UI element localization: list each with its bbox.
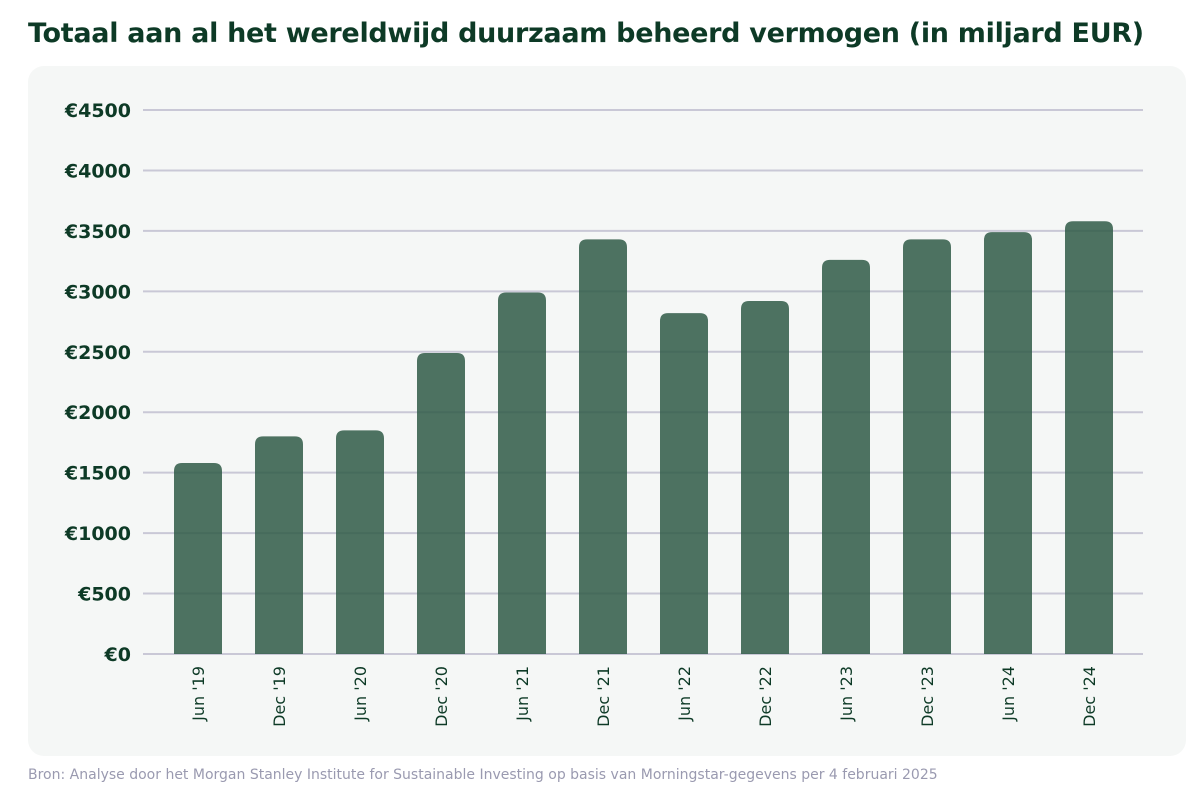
y-tick-label: €2000 — [64, 402, 131, 424]
y-tick-label: €1000 — [64, 523, 131, 545]
x-tick-label: Jun '19 — [189, 666, 208, 722]
y-tick-label: €3000 — [64, 281, 131, 303]
bar — [174, 462, 222, 654]
x-tick-label: Dec '20 — [432, 666, 451, 727]
bar — [903, 239, 951, 654]
y-tick-label: €4000 — [64, 160, 131, 182]
y-tick-label: €0 — [104, 644, 131, 666]
bar — [660, 313, 708, 654]
x-tick-label: Jun '21 — [513, 666, 532, 722]
bar — [741, 301, 789, 654]
x-tick-label: Jun '24 — [999, 666, 1018, 722]
x-tick-label: Jun '22 — [675, 666, 694, 722]
x-tick-label: Dec '22 — [756, 666, 775, 727]
chart-title: Totaal aan al het wereldwijd duurzaam be… — [28, 18, 1144, 49]
y-tick-label: €2500 — [64, 342, 131, 364]
x-tick-label: Jun '20 — [351, 666, 370, 722]
bar — [579, 239, 627, 654]
y-tick-label: €500 — [77, 584, 131, 606]
x-tick-label: Jun '23 — [837, 666, 856, 722]
bar — [498, 292, 546, 654]
y-tick-label: €1500 — [64, 463, 131, 485]
y-tick-label: €4500 — [64, 100, 131, 122]
bar — [336, 430, 384, 654]
bar — [822, 259, 870, 654]
x-tick-label: Dec '24 — [1080, 666, 1099, 727]
bar — [984, 232, 1032, 654]
bar — [255, 436, 303, 654]
bar — [417, 352, 465, 654]
bar — [1065, 221, 1113, 654]
x-tick-label: Dec '21 — [594, 666, 613, 727]
source-note: Bron: Analyse door het Morgan Stanley In… — [28, 767, 938, 783]
x-tick-label: Dec '23 — [918, 666, 937, 727]
y-tick-label: €3500 — [64, 221, 131, 243]
x-tick-label: Dec '19 — [270, 666, 289, 727]
